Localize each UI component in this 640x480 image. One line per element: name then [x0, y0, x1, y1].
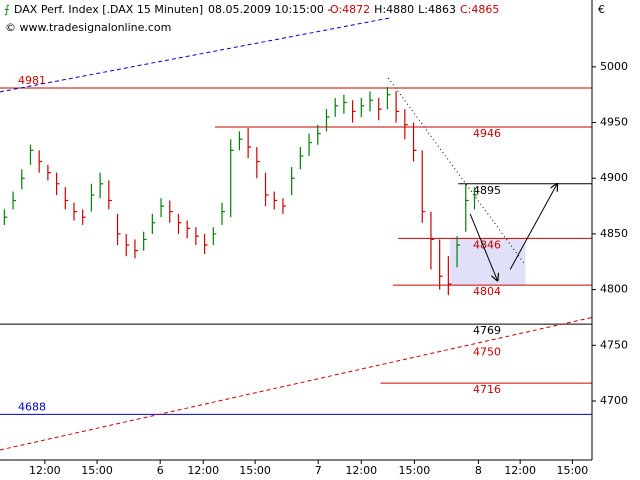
forecast-arrow	[469, 213, 497, 281]
quote-value: H:4880	[374, 3, 414, 16]
y-tick-label: 4750	[600, 338, 628, 351]
level-label: 4846	[473, 238, 501, 251]
x-tick-label: 12:00	[187, 464, 219, 477]
x-tick-label: 6	[157, 464, 164, 477]
y-tick-label: 4850	[600, 227, 628, 240]
forecast-arrow	[509, 184, 557, 270]
y-tick-label: 4800	[600, 283, 628, 296]
quote-value: L:4863	[418, 3, 456, 16]
level-label: 4981	[18, 74, 46, 87]
chart-title: DAX Perf. Index [.DAX 15 Minuten]	[14, 3, 203, 16]
x-tick-label: 15:00	[557, 464, 589, 477]
trendline	[0, 316, 593, 451]
x-tick-label: 12:00	[29, 464, 61, 477]
x-tick-label: 12:00	[504, 464, 536, 477]
level-label: 4895	[473, 184, 501, 197]
level-label: 4688	[18, 400, 46, 413]
x-tick-label: 15:00	[81, 464, 113, 477]
x-tick-label: 7	[315, 464, 322, 477]
quote-value: O:4872	[330, 3, 370, 16]
level-label: 4804	[473, 285, 501, 298]
x-tick-label: 8	[475, 464, 482, 477]
y-tick-label: 4900	[600, 171, 628, 184]
timestamp: 08.05.2009 10:15:00 -	[208, 3, 331, 16]
quote-value: C:4865	[460, 3, 499, 16]
x-tick-label: 15:00	[239, 464, 271, 477]
x-tick-label: 12:00	[345, 464, 377, 477]
target-zone	[450, 238, 526, 286]
y-tick-label: 5000	[600, 60, 628, 73]
level-label: 4750	[473, 345, 501, 358]
y-tick-label: 4700	[600, 394, 628, 407]
trendline	[0, 17, 391, 93]
level-label: 4769	[473, 324, 501, 337]
y-tick-label: 4950	[600, 116, 628, 129]
currency: €	[598, 3, 605, 16]
level-label: 4946	[473, 127, 501, 140]
x-tick-label: 15:00	[399, 464, 431, 477]
source: © www.tradesignalonline.com	[5, 21, 171, 34]
plot-area: 4981 4946 4895 4846 4804 4769 4750 4716 4688	[0, 17, 593, 451]
instrument-icon: ⨍	[4, 3, 10, 16]
level-label: 4716	[473, 383, 501, 396]
